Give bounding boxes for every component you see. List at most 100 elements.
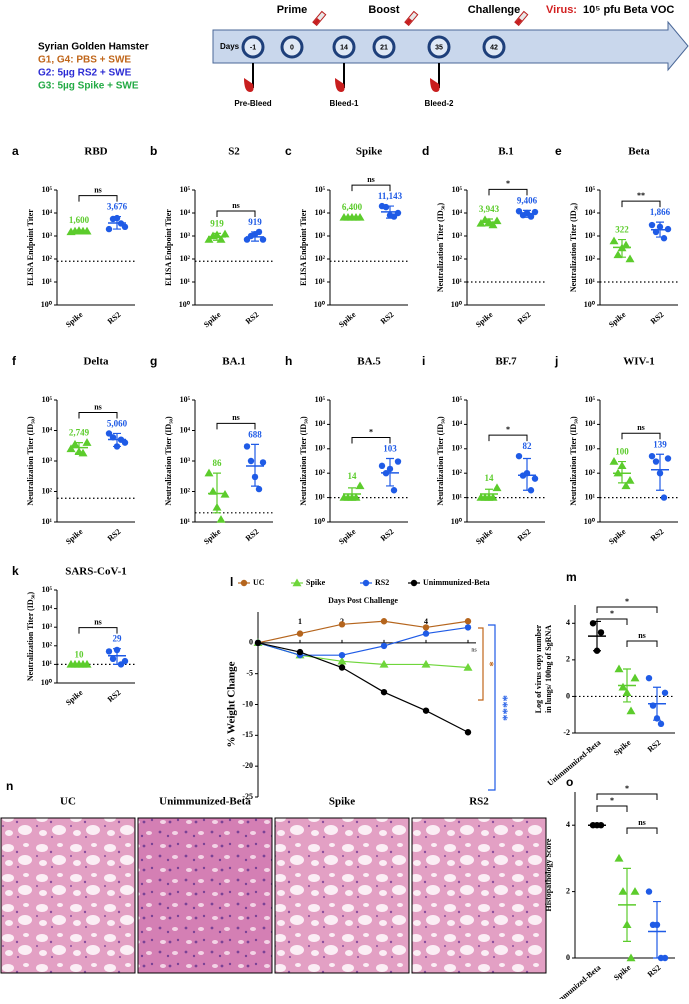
- panel-letter: j: [554, 354, 558, 368]
- data-point: [243, 443, 251, 450]
- y-tick-label: 10⁴: [452, 208, 463, 217]
- series-line: [257, 626, 469, 656]
- day-label: 35: [435, 44, 443, 51]
- y-tick-label: 10⁰: [451, 517, 463, 526]
- category-label: Unimmunized-Beta: [546, 738, 603, 788]
- significance-label: ns: [637, 423, 645, 432]
- significance-label: ns: [638, 818, 646, 827]
- category-label: RS2: [379, 310, 396, 326]
- virus-label: Virus:: [546, 4, 577, 16]
- virus-dose: 10⁵ pfu Beta VOC: [583, 4, 674, 16]
- y-tick-label: 10⁰: [41, 678, 53, 687]
- error-bar: [618, 460, 626, 484]
- data-point: [338, 621, 346, 628]
- data-point: [464, 624, 472, 631]
- y-tick-label: -10: [242, 699, 253, 708]
- y-tick-label: 10¹: [42, 277, 53, 286]
- data-point: [661, 689, 669, 696]
- panel-title: Beta: [628, 146, 650, 158]
- category-label: Spike: [202, 527, 223, 546]
- value-label: 919: [210, 218, 224, 228]
- value-label: 1,866: [650, 207, 671, 217]
- legend-label: Unimmunized-Beta: [423, 578, 490, 587]
- panel-letter: g: [150, 354, 157, 368]
- significance-label: ****: [496, 695, 511, 721]
- timeline-arrow: [212, 20, 689, 72]
- y-tick-label: 10¹: [315, 492, 326, 501]
- data-point: [660, 494, 668, 501]
- y-tick-label: 10³: [452, 444, 463, 453]
- category-label: Spike: [612, 738, 633, 757]
- data-point: [220, 229, 230, 238]
- series-line: [257, 642, 469, 669]
- category-label: Spike: [64, 688, 85, 707]
- y-tick-label: 10⁴: [180, 208, 191, 217]
- data-point: [380, 688, 388, 696]
- data-point: [648, 221, 656, 229]
- day-marker: [241, 35, 265, 59]
- day-label: 42: [490, 44, 498, 51]
- y-tick-label: 10⁴: [42, 208, 53, 217]
- significance-bracket: [351, 437, 391, 444]
- data-point: [614, 664, 624, 673]
- data-point: [382, 203, 390, 211]
- series-line: [257, 642, 469, 733]
- value-label: 5,060: [107, 419, 128, 429]
- data-point: [337, 656, 347, 665]
- significance-bracket: [626, 827, 658, 834]
- y-tick-label: 10²: [452, 254, 463, 263]
- significance-label: *: [625, 597, 629, 606]
- x-tick-label: 4: [424, 617, 428, 626]
- data-point: [378, 462, 386, 470]
- significance-label: *: [625, 784, 629, 793]
- significance-label: ns: [232, 413, 240, 422]
- y-tick-label: 10³: [315, 231, 326, 240]
- y-tick-label: 4: [566, 618, 570, 627]
- data-point: [614, 853, 624, 862]
- category-label: RS2: [649, 310, 666, 326]
- panel-title: BA.5: [357, 356, 381, 368]
- legend-label: UC: [253, 578, 265, 587]
- data-point: [380, 618, 388, 625]
- category-label: RS2: [244, 310, 261, 326]
- value-label: 103: [383, 444, 397, 454]
- y-tick-label: 10⁵: [585, 395, 596, 404]
- error-bar: [523, 457, 531, 491]
- data-point: [463, 663, 473, 671]
- data-point: [379, 659, 389, 668]
- significance-bracket: [216, 210, 256, 217]
- group-label: G1, G4: PBS + SWE: [38, 55, 131, 66]
- panel-title: WIV-1: [623, 356, 655, 368]
- y-tick-label: -15: [242, 730, 253, 739]
- y-tick-label: 10¹: [180, 277, 191, 286]
- y-tick-label: 10⁵: [452, 395, 463, 404]
- data-point: [626, 706, 636, 715]
- data-point: [648, 452, 656, 460]
- significance-label: *: [610, 609, 614, 618]
- y-tick-label: 10⁰: [451, 300, 463, 309]
- data-point: [422, 630, 430, 637]
- panel-title: Delta: [83, 356, 109, 368]
- y-tick-label: 10⁴: [42, 425, 53, 434]
- significance-bracket: [351, 184, 391, 192]
- error-bar: [618, 238, 626, 258]
- y-tick-label: 10¹: [452, 492, 463, 501]
- legend-label: Spike: [306, 578, 326, 587]
- y-tick-label: 10⁵: [585, 185, 596, 194]
- category-label: Spike: [337, 310, 358, 329]
- data-point: [464, 618, 472, 625]
- panel-letter: n: [6, 779, 13, 793]
- syringe-fluid: [405, 17, 413, 26]
- event-label: Prime: [277, 4, 308, 16]
- significance-bracket: [621, 432, 661, 440]
- y-tick-label: 0: [566, 953, 570, 962]
- histology-image: [274, 817, 410, 974]
- y-tick-label: 10⁴: [42, 603, 53, 612]
- y-tick-label: 10⁵: [315, 395, 326, 404]
- y-tick-label: 10¹: [452, 277, 463, 286]
- panel-letter: e: [555, 144, 562, 158]
- data-point: [105, 430, 113, 437]
- legend-marker: [362, 579, 370, 587]
- data-point: [296, 630, 304, 637]
